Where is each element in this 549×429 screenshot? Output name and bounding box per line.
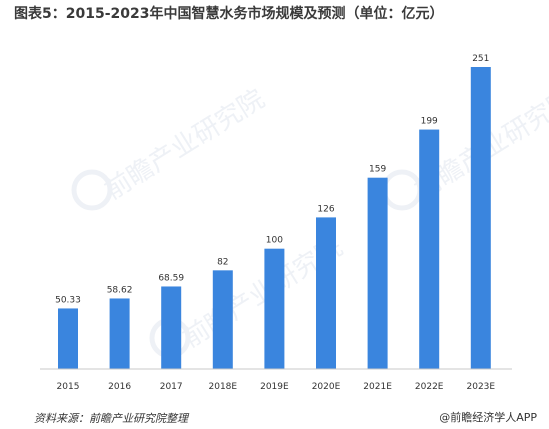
bar-2022E: [419, 129, 440, 369]
bar-2017: [161, 286, 182, 369]
data-label-2022E: 199: [421, 117, 438, 127]
data-label-2023E: 251: [472, 54, 489, 64]
x-tick-label: 2018E: [209, 382, 238, 392]
bar-2021E: [367, 177, 388, 369]
bar-2018E: [212, 270, 233, 369]
x-tick-label: 2020E: [312, 382, 341, 392]
bar-2020E: [316, 217, 336, 369]
chart-title: 图表5：2015-2023年中国智慧水务市场规模及预测（单位：亿元）: [14, 6, 444, 22]
x-tick-label: 2022E: [415, 382, 444, 392]
brand-credit: @前瞻经济学人APP: [439, 411, 537, 424]
x-tick-label: 2019E: [260, 382, 289, 392]
data-label-2015: 50.33: [55, 295, 81, 305]
x-tick-labels-group: 2015 2016 2017 2018E 2019E 2020E 2021E 2022E 202…: [57, 382, 496, 392]
data-label-2020E: 126: [317, 204, 334, 214]
data-label-2018E: 82: [217, 257, 228, 267]
data-label-2021E: 159: [369, 165, 386, 175]
bar-2015: [58, 308, 78, 369]
source-note: 资料来源：前瞻产业研究院整理: [34, 412, 188, 425]
x-tick-label: 2016: [108, 382, 131, 392]
bars-group: [58, 67, 491, 369]
bar-2023E: [470, 67, 491, 369]
x-tick-label: 2015: [57, 382, 80, 392]
bar-2016: [109, 298, 130, 369]
data-labels-group: 50.33 58.62 68.59 82 100 126 159 199 251: [55, 54, 489, 305]
x-tick-label: 2023E: [467, 382, 496, 392]
bar-2019E: [264, 248, 285, 369]
data-label-2019E: 100: [266, 236, 283, 246]
x-tick-label: 2017: [160, 382, 183, 392]
x-tick-label: 2021E: [363, 382, 392, 392]
data-label-2016: 58.62: [107, 285, 133, 295]
data-label-2017: 68.59: [158, 273, 184, 283]
